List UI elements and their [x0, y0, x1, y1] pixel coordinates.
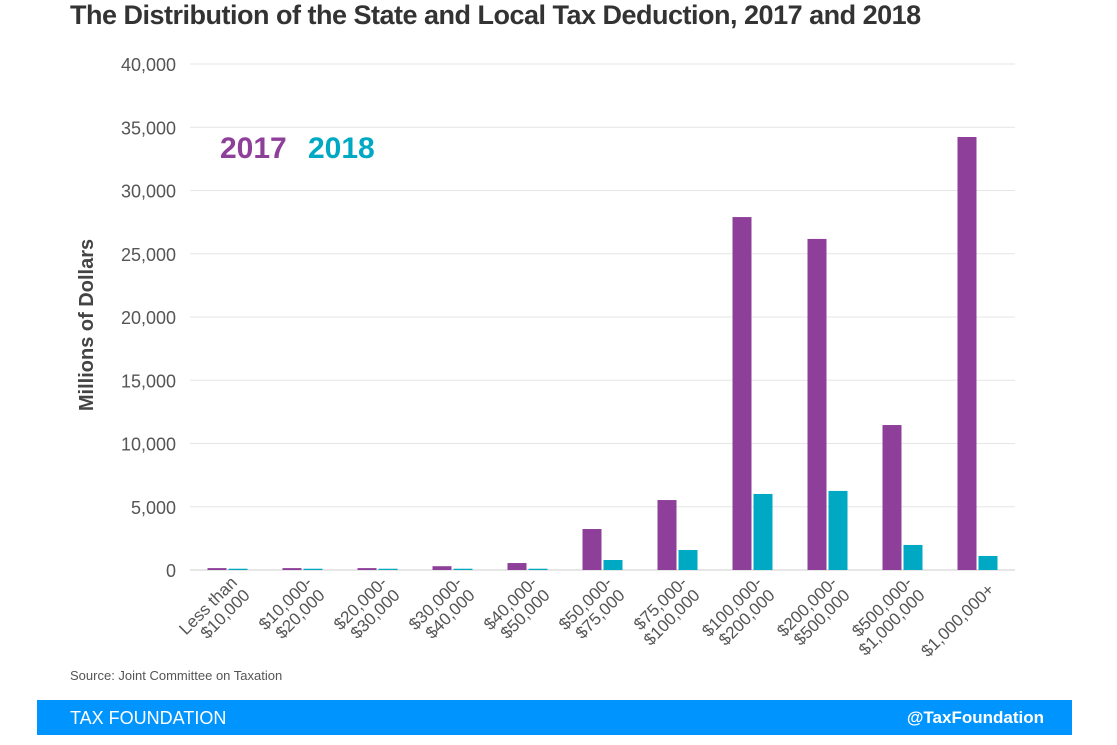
x-tick-label: $100,000-$200,000	[698, 573, 778, 653]
bar-2017	[357, 568, 377, 570]
y-tick-label: 25,000	[121, 245, 176, 265]
x-tick-label: $1,000,000+	[917, 580, 998, 661]
legend-2018: 2018	[308, 132, 375, 165]
x-tick-label: $20,000-$30,000	[330, 573, 404, 647]
x-tick-label: $30,000-$40,000	[405, 573, 479, 647]
y-tick-label: 35,000	[121, 118, 176, 138]
twitter-handle: @TaxFoundation	[906, 708, 1044, 727]
bar-2018	[753, 493, 773, 570]
bar-2017	[807, 238, 827, 570]
bar-2018	[603, 560, 623, 570]
footer-banner: TAX FOUNDATION @TaxFoundation	[37, 700, 1072, 735]
y-tick-label: 20,000	[121, 308, 176, 328]
bar-2018	[903, 544, 923, 570]
bar-chart: 0 5,000 10,000 15,000 20,000 25,000 30,000 35,0…	[76, 55, 1015, 661]
bar-2017	[432, 566, 452, 570]
brand-name: TAX FOUNDATION	[70, 708, 227, 728]
bar-2018	[378, 568, 398, 570]
y-tick-label: 15,000	[121, 371, 176, 391]
bar-2017	[582, 529, 602, 570]
bar-2018	[678, 550, 698, 570]
bar-2018	[528, 568, 548, 570]
bar-2017	[507, 563, 527, 570]
bar-2018	[978, 555, 998, 570]
x-tick-label: $10,000-$20,000	[255, 573, 329, 647]
x-tick-label: $50,000-$75,000	[555, 573, 629, 647]
bar-2017	[657, 500, 677, 570]
bar-2017	[882, 425, 902, 570]
source-note: Source: Joint Committee on Taxation	[70, 668, 283, 683]
chart-title: The Distribution of the State and Local …	[70, 0, 921, 30]
x-tick-label: $200,000-$500,000	[773, 573, 853, 653]
y-tick-label: 30,000	[121, 182, 176, 202]
bar-2018	[828, 490, 848, 570]
y-tick-label: 5,000	[131, 498, 176, 518]
bar-2018	[303, 568, 323, 570]
bar-2018	[228, 568, 248, 570]
bar-2017	[957, 136, 977, 571]
y-axis-label: Millions of Dollars	[76, 239, 98, 411]
y-tick-label: 10,000	[121, 435, 176, 455]
bar-2017	[732, 217, 752, 570]
y-tick-label: 40,000	[121, 55, 176, 75]
y-tick-label: 0	[166, 561, 176, 581]
bar-2017	[282, 568, 302, 570]
bar-2017	[207, 568, 227, 570]
x-tick-label: Less than$10,000	[175, 573, 253, 651]
legend-2017: 2017	[220, 132, 287, 165]
x-tick-label: $40,000-$50,000	[480, 573, 554, 647]
bar-2018	[453, 568, 473, 570]
x-tick-label: $500,000-$1,000,000	[842, 573, 928, 659]
x-tick-label: $75,000-$100,000	[627, 573, 703, 649]
